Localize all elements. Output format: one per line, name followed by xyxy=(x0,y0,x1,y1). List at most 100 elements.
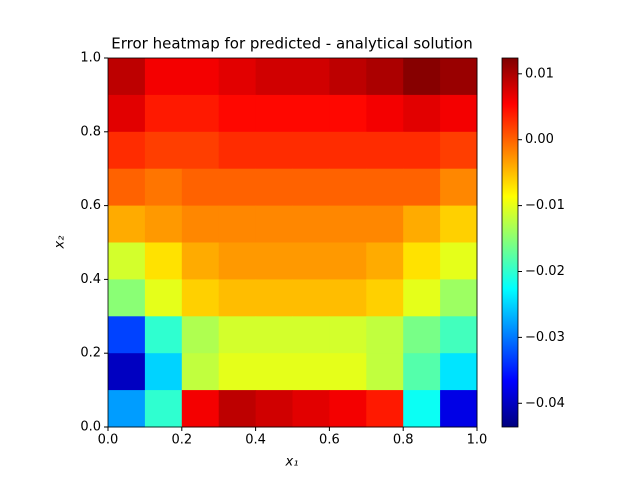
heatmap-cell xyxy=(366,94,404,133)
heatmap-cell xyxy=(255,131,293,170)
heatmap-cell xyxy=(255,58,293,96)
heatmap-cell xyxy=(292,353,330,391)
heatmap-cell xyxy=(329,242,367,280)
heatmap-cell xyxy=(292,390,330,428)
heatmap-cell xyxy=(403,279,441,317)
heatmap-cell xyxy=(366,205,404,243)
heatmap-cell xyxy=(108,58,146,96)
heatmap-cell xyxy=(218,390,257,428)
heatmap-cell xyxy=(403,353,441,391)
heatmap-cell xyxy=(292,131,330,170)
heatmap-cell xyxy=(255,94,293,133)
heatmap-cell xyxy=(366,353,404,391)
heatmap-cell xyxy=(181,94,220,133)
x-tick-label: 0.8 xyxy=(393,433,414,448)
y-tick-label: 0.6 xyxy=(80,198,101,213)
heatmap-cell xyxy=(218,205,257,243)
heatmap-cell xyxy=(108,316,146,354)
x-tick-label: 0.4 xyxy=(245,433,266,448)
heatmap-cell xyxy=(255,242,293,280)
heatmap-cell xyxy=(144,316,183,354)
colorbar-tick-label: −0.02 xyxy=(525,264,565,279)
heatmap-cell xyxy=(108,353,146,391)
heatmap-cell xyxy=(440,316,478,354)
x-tick-label: 0.0 xyxy=(98,433,119,448)
heatmap-cell xyxy=(403,94,441,133)
heatmap-cell xyxy=(366,131,404,170)
heatmap-cell xyxy=(329,94,367,133)
heatmap-cell xyxy=(108,242,146,280)
heatmap-cell xyxy=(292,168,330,207)
heatmap-cell xyxy=(144,353,183,391)
heatmap-cell xyxy=(440,353,478,391)
heatmap-cell xyxy=(255,205,293,243)
heatmap-cell xyxy=(144,242,183,280)
heatmap-cell xyxy=(218,353,257,391)
heatmap-cell xyxy=(440,279,478,317)
heatmap-cell xyxy=(108,94,146,133)
heatmap-cell xyxy=(218,131,257,170)
heatmap-cell xyxy=(440,205,478,243)
heatmap-cell xyxy=(181,316,220,354)
heatmap-cell xyxy=(218,242,257,280)
y-tick-label: 0.8 xyxy=(80,124,101,139)
heatmap-cell xyxy=(218,94,257,133)
heatmap-cell xyxy=(292,94,330,133)
heatmap-cell xyxy=(181,205,220,243)
plot-frame xyxy=(107,57,478,428)
y-tick-label: 0.2 xyxy=(80,346,101,361)
colorbar-tick-label: −0.01 xyxy=(525,198,565,213)
heatmap-cell xyxy=(366,390,404,428)
colorbar-tick-label: 0.01 xyxy=(525,66,554,81)
heatmap-cell xyxy=(144,390,183,428)
x-tick-label: 0.6 xyxy=(319,433,340,448)
colorbar-tick-label: −0.03 xyxy=(525,330,565,345)
y-axis-label: x₂ xyxy=(53,236,68,250)
heatmap-cell xyxy=(440,58,478,96)
heatmap-cell xyxy=(144,279,183,317)
heatmap-cell xyxy=(292,242,330,280)
heatmap-cell xyxy=(144,205,183,243)
heatmap-cell xyxy=(329,390,367,428)
heatmap-cell xyxy=(181,390,220,428)
heatmap-cell xyxy=(329,205,367,243)
heatmap-cell xyxy=(440,94,478,133)
heatmap-cell xyxy=(255,279,293,317)
heatmap-cell xyxy=(144,58,183,96)
heatmap-cell xyxy=(440,131,478,170)
heatmap-cell xyxy=(292,316,330,354)
heatmap-cell xyxy=(218,279,257,317)
heatmap-cell xyxy=(329,58,367,96)
heatmap-cell xyxy=(181,131,220,170)
heatmap-cell xyxy=(218,316,257,354)
heatmap-cell xyxy=(403,242,441,280)
y-tick-label: 0.4 xyxy=(80,272,101,287)
heatmap-cell xyxy=(108,131,146,170)
heatmap-cell xyxy=(144,168,183,207)
heatmap-cell xyxy=(366,242,404,280)
heatmap-cell xyxy=(329,279,367,317)
heatmap-cell xyxy=(366,279,404,317)
heatmap-cell xyxy=(108,279,146,317)
heatmap-cell xyxy=(329,316,367,354)
x-tick-label: 0.2 xyxy=(171,433,192,448)
heatmap-cell xyxy=(255,168,293,207)
heatmap-cell xyxy=(329,131,367,170)
colorbar-tick-label: 0.00 xyxy=(525,132,554,147)
heatmap-cell xyxy=(292,205,330,243)
heatmap-cell xyxy=(440,168,478,207)
x-axis-label: x₁ xyxy=(285,455,299,470)
heatmap-cell xyxy=(292,58,330,96)
heatmap-cell xyxy=(366,168,404,207)
heatmap-cell xyxy=(255,390,293,428)
heatmap-cell xyxy=(218,58,257,96)
y-tick-label: 0.0 xyxy=(80,420,101,435)
heatmap-cell xyxy=(181,168,220,207)
heatmap-cell xyxy=(403,205,441,243)
colorbar-tick-label: −0.04 xyxy=(525,396,565,411)
heatmap-cell xyxy=(440,242,478,280)
heatmap-cell xyxy=(255,316,293,354)
chart-title: Error heatmap for predicted - analytical… xyxy=(111,35,473,53)
heatmap-cell xyxy=(144,131,183,170)
